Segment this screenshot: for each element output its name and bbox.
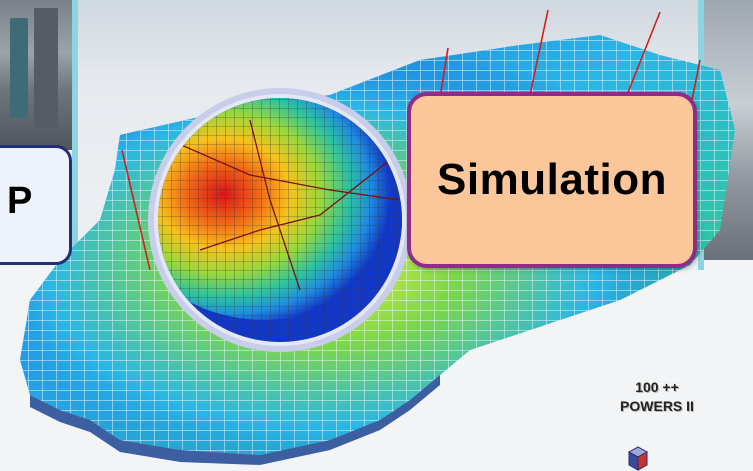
equipment-cabinet bbox=[34, 8, 58, 128]
cube-icon[interactable] bbox=[627, 446, 649, 471]
software-label-version: 100 ++ bbox=[635, 379, 679, 395]
software-label-name: POWERS II bbox=[620, 398, 694, 414]
equipment-rack bbox=[10, 18, 28, 118]
left-callout-box: P bbox=[0, 145, 72, 265]
circular-grid-inset bbox=[148, 88, 412, 352]
lab-photo-left bbox=[0, 0, 72, 150]
simulation-callout-box: Simulation bbox=[407, 92, 697, 268]
software-label: 100 ++ POWERS II bbox=[582, 378, 732, 416]
left-callout-text: P bbox=[7, 180, 33, 222]
simulation-callout-text: Simulation bbox=[437, 155, 667, 204]
